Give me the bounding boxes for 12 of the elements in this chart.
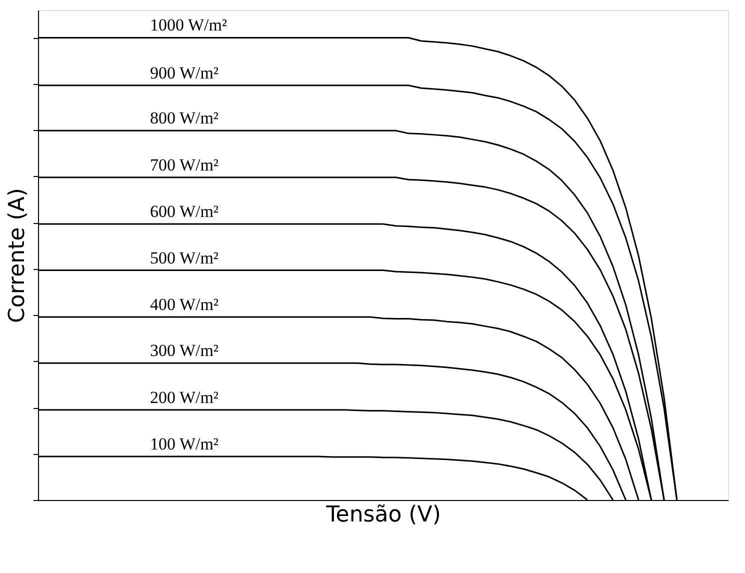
- series-label: 600 W/m²: [150, 202, 219, 222]
- series-label: 100 W/m²: [150, 434, 219, 454]
- x-axis-title: Tensão (V): [325, 502, 441, 528]
- series-label: 400 W/m²: [150, 294, 219, 314]
- series-label: 300 W/m²: [150, 341, 219, 360]
- series-label: 800 W/m²: [150, 108, 219, 128]
- series-label: 500 W/m²: [150, 248, 219, 268]
- series-label: 200 W/m²: [150, 388, 219, 407]
- series-label: 700 W/m²: [150, 155, 219, 174]
- series-label: 1000 W/m²: [150, 16, 228, 35]
- series-label: 900 W/m²: [150, 63, 219, 82]
- y-axis-title: Corrente (A): [5, 188, 30, 323]
